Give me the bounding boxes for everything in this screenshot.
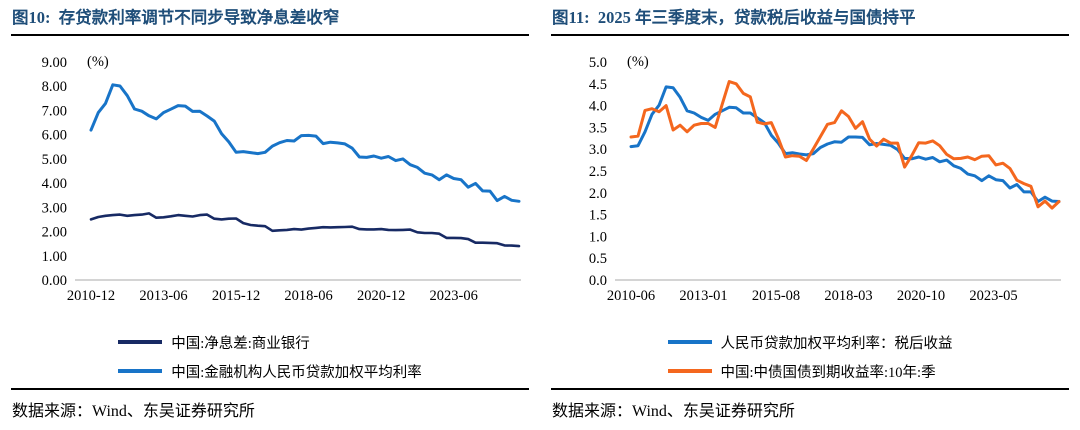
svg-text:2010-12: 2010-12 xyxy=(67,288,115,304)
legend-line-swatch-blue xyxy=(667,340,712,344)
figure-10-title: 图10: 存贷款利率调节不同步导致净息差收窄 xyxy=(11,0,529,36)
source-text: 数据来源：Wind、东吴证券研究所 xyxy=(552,403,795,420)
svg-text:7.00: 7.00 xyxy=(42,103,67,119)
svg-text:2.00: 2.00 xyxy=(42,224,67,240)
figure-11-line-chart: 5.0 4.5 4.0 3.5 3.0 2.5 2.0 1.5 1.0 0.5 0.0 (%) 2010… xyxy=(589,54,1061,304)
svg-text:3.0: 3.0 xyxy=(589,142,607,158)
legend-item-nim: 中国:净息差:商业银行 xyxy=(118,332,422,353)
svg-text:4.0: 4.0 xyxy=(589,98,607,114)
svg-text:2018-03: 2018-03 xyxy=(824,288,872,304)
legend-line-swatch-orange xyxy=(667,369,712,373)
svg-text:4.5: 4.5 xyxy=(589,76,607,92)
svg-text:2020-12: 2020-12 xyxy=(357,288,405,304)
legend-item-loan-rate: 中国:金融机构人民币贷款加权平均利率 xyxy=(118,361,422,382)
svg-text:1.5: 1.5 xyxy=(589,207,607,223)
figure-11-panel: 图11: 2025 年三季度末，贷款税后收益与国债持平 5.0 4.5 4.0 3.5… xyxy=(540,0,1080,430)
source-text: 数据来源：Wind、东吴证券研究所 xyxy=(12,403,255,420)
svg-text:2023-06: 2023-06 xyxy=(430,288,478,304)
svg-text:5.00: 5.00 xyxy=(42,152,67,168)
legend-label-nim: 中国:净息差:商业银行 xyxy=(171,335,310,352)
legend-line-swatch-blue xyxy=(118,369,163,373)
svg-text:2020-10: 2020-10 xyxy=(897,288,945,304)
legend-label-after-tax-yield: 人民币贷款加权平均利率：税后收益 xyxy=(720,335,953,352)
figure-10-panel: 图10: 存贷款利率调节不同步导致净息差收窄 9.00 8.00 7.00 6.00 5… xyxy=(11,0,529,430)
svg-text:9.00: 9.00 xyxy=(42,55,67,71)
svg-text:2015-08: 2015-08 xyxy=(752,288,800,304)
figure-11-source-bar: 数据来源：Wind、东吴证券研究所 xyxy=(551,388,1069,430)
legend-item-gov-bond-yield: 中国:中债国债到期收益率:10年:季 xyxy=(667,361,953,382)
svg-text:2.5: 2.5 xyxy=(589,164,607,180)
figure-10-source-bar: 数据来源：Wind、东吴证券研究所 xyxy=(11,388,529,430)
figure-10-line-chart: 9.00 8.00 7.00 6.00 5.00 4.00 3.00 2.00 1.00 0.00… xyxy=(42,54,521,304)
svg-text:1.00: 1.00 xyxy=(42,248,67,264)
figure-11-title: 图11: 2025 年三季度末，贷款税后收益与国债持平 xyxy=(551,0,1069,36)
svg-text:1.0: 1.0 xyxy=(589,229,607,245)
legend-label-loan-rate: 中国:金融机构人民币贷款加权平均利率 xyxy=(171,364,422,381)
svg-text:(%): (%) xyxy=(627,54,649,70)
svg-text:2015-12: 2015-12 xyxy=(212,288,260,304)
svg-text:3.5: 3.5 xyxy=(589,120,607,136)
svg-text:0.5: 0.5 xyxy=(589,251,607,267)
figure-10-legend: 中国:净息差:商业银行 中国:金融机构人民币贷款加权平均利率 xyxy=(118,324,422,382)
svg-text:2013-06: 2013-06 xyxy=(139,288,187,304)
svg-text:2010-06: 2010-06 xyxy=(607,288,655,304)
svg-text:2013-01: 2013-01 xyxy=(679,288,727,304)
svg-text:6.00: 6.00 xyxy=(42,127,67,143)
svg-text:2023-05: 2023-05 xyxy=(969,288,1017,304)
svg-text:3.00: 3.00 xyxy=(42,200,67,216)
svg-text:4.00: 4.00 xyxy=(42,176,67,192)
legend-item-after-tax-yield: 人民币贷款加权平均利率：税后收益 xyxy=(667,332,953,353)
svg-text:0.00: 0.00 xyxy=(42,273,67,289)
svg-text:2.0: 2.0 xyxy=(589,185,607,201)
svg-text:2018-06: 2018-06 xyxy=(284,288,332,304)
svg-text:0.0: 0.0 xyxy=(589,273,607,289)
svg-text:5.0: 5.0 xyxy=(589,55,607,71)
svg-text:8.00: 8.00 xyxy=(42,79,67,95)
legend-line-swatch-navy xyxy=(118,340,163,344)
legend-label-gov-bond-yield: 中国:中债国债到期收益率:10年:季 xyxy=(720,364,936,381)
figure-11-legend: 人民币贷款加权平均利率：税后收益 中国:中债国债到期收益率:10年:季 xyxy=(667,324,953,382)
svg-text:(%): (%) xyxy=(87,54,109,70)
